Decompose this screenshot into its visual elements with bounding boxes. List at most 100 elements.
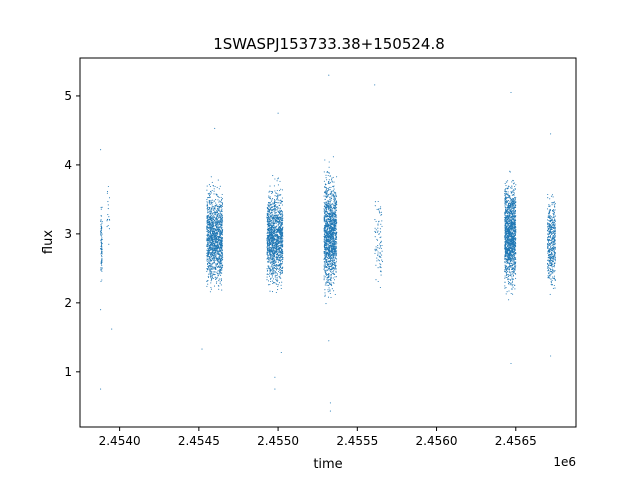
- data-point: [324, 255, 326, 257]
- data-point: [268, 265, 270, 268]
- data-point: [324, 233, 326, 235]
- data-point: [208, 247, 211, 249]
- data-point: [210, 277, 212, 279]
- data-point: [211, 209, 213, 211]
- data-point: [267, 250, 269, 252]
- data-point: [273, 228, 275, 230]
- data-point: [328, 245, 330, 248]
- data-point: [323, 171, 325, 173]
- data-point: [277, 184, 279, 186]
- data-point: [215, 246, 218, 248]
- data-point: [331, 242, 333, 244]
- data-point: [327, 200, 330, 202]
- data-point: [270, 261, 272, 263]
- data-point: [215, 205, 217, 207]
- data-point: [219, 203, 221, 206]
- data-point: [327, 201, 329, 203]
- data-point: [278, 256, 281, 259]
- data-point: [271, 291, 274, 293]
- data-point: [275, 264, 278, 266]
- data-point: [219, 266, 221, 268]
- data-point: [211, 222, 213, 225]
- data-point: [270, 190, 272, 193]
- data-point: [328, 287, 330, 289]
- data-point: [510, 191, 512, 193]
- data-point: [332, 223, 334, 225]
- data-point: [268, 251, 270, 253]
- data-point: [270, 248, 273, 250]
- data-point: [218, 233, 220, 235]
- data-point: [323, 180, 325, 182]
- data-point: [206, 234, 209, 237]
- data-point: [380, 211, 382, 213]
- data-point: [217, 231, 220, 233]
- data-point: [329, 215, 332, 217]
- data-point: [207, 269, 209, 271]
- data-point: [333, 226, 335, 228]
- data-point: [330, 246, 332, 248]
- data-point: [325, 188, 327, 190]
- data-point: [333, 224, 335, 226]
- data-point: [329, 283, 331, 285]
- data-point: [210, 176, 212, 178]
- data-point: [331, 181, 333, 183]
- data-point: [504, 277, 506, 279]
- data-point: [213, 251, 215, 254]
- data-point: [206, 263, 209, 265]
- data-point: [219, 239, 222, 241]
- data-point: [333, 227, 335, 229]
- data-point: [330, 253, 332, 255]
- data-point: [324, 289, 326, 291]
- data-point: [214, 243, 216, 245]
- data-point: [281, 232, 283, 234]
- data-point: [281, 224, 283, 226]
- data-point: [211, 214, 213, 216]
- data-point: [212, 255, 215, 257]
- data-point: [325, 252, 328, 254]
- data-point: [213, 214, 215, 216]
- chart-title: 1SWASPJ153733.38+150524.8: [213, 35, 445, 53]
- data-point: [215, 204, 217, 206]
- data-point: [213, 259, 215, 261]
- data-point: [377, 230, 379, 232]
- data-point: [218, 205, 221, 207]
- data-point: [271, 259, 273, 261]
- data-point: [334, 227, 336, 230]
- data-point: [273, 220, 275, 222]
- data-point: [210, 272, 212, 274]
- data-point: [326, 218, 328, 220]
- data-point: [220, 233, 222, 235]
- data-point: [206, 202, 208, 204]
- data-point: [210, 269, 212, 271]
- data-point: [325, 249, 327, 252]
- data-point: [215, 241, 217, 243]
- data-point: [333, 199, 335, 201]
- data-point: [267, 213, 269, 215]
- data-point: [328, 205, 330, 207]
- data-point: [325, 201, 327, 203]
- data-point: [221, 248, 223, 250]
- data-point: [101, 237, 103, 239]
- data-point: [511, 228, 513, 230]
- data-point: [334, 238, 337, 241]
- data-point: [278, 259, 280, 261]
- data-point: [219, 263, 221, 265]
- data-point: [277, 289, 279, 291]
- data-point: [206, 212, 209, 214]
- data-point: [330, 258, 332, 260]
- data-point: [210, 230, 212, 232]
- data-point: [269, 284, 271, 286]
- data-point: [281, 219, 283, 221]
- data-point: [215, 277, 217, 279]
- data-point: [323, 228, 325, 230]
- data-point: [216, 186, 218, 188]
- data-point: [277, 241, 279, 244]
- data-point: [101, 246, 103, 248]
- data-point: [216, 242, 218, 244]
- data-point: [206, 185, 208, 187]
- data-point: [108, 216, 110, 218]
- data-point: [329, 243, 331, 245]
- data-point: [325, 177, 327, 179]
- data-point: [325, 183, 327, 186]
- data-point: [271, 234, 274, 236]
